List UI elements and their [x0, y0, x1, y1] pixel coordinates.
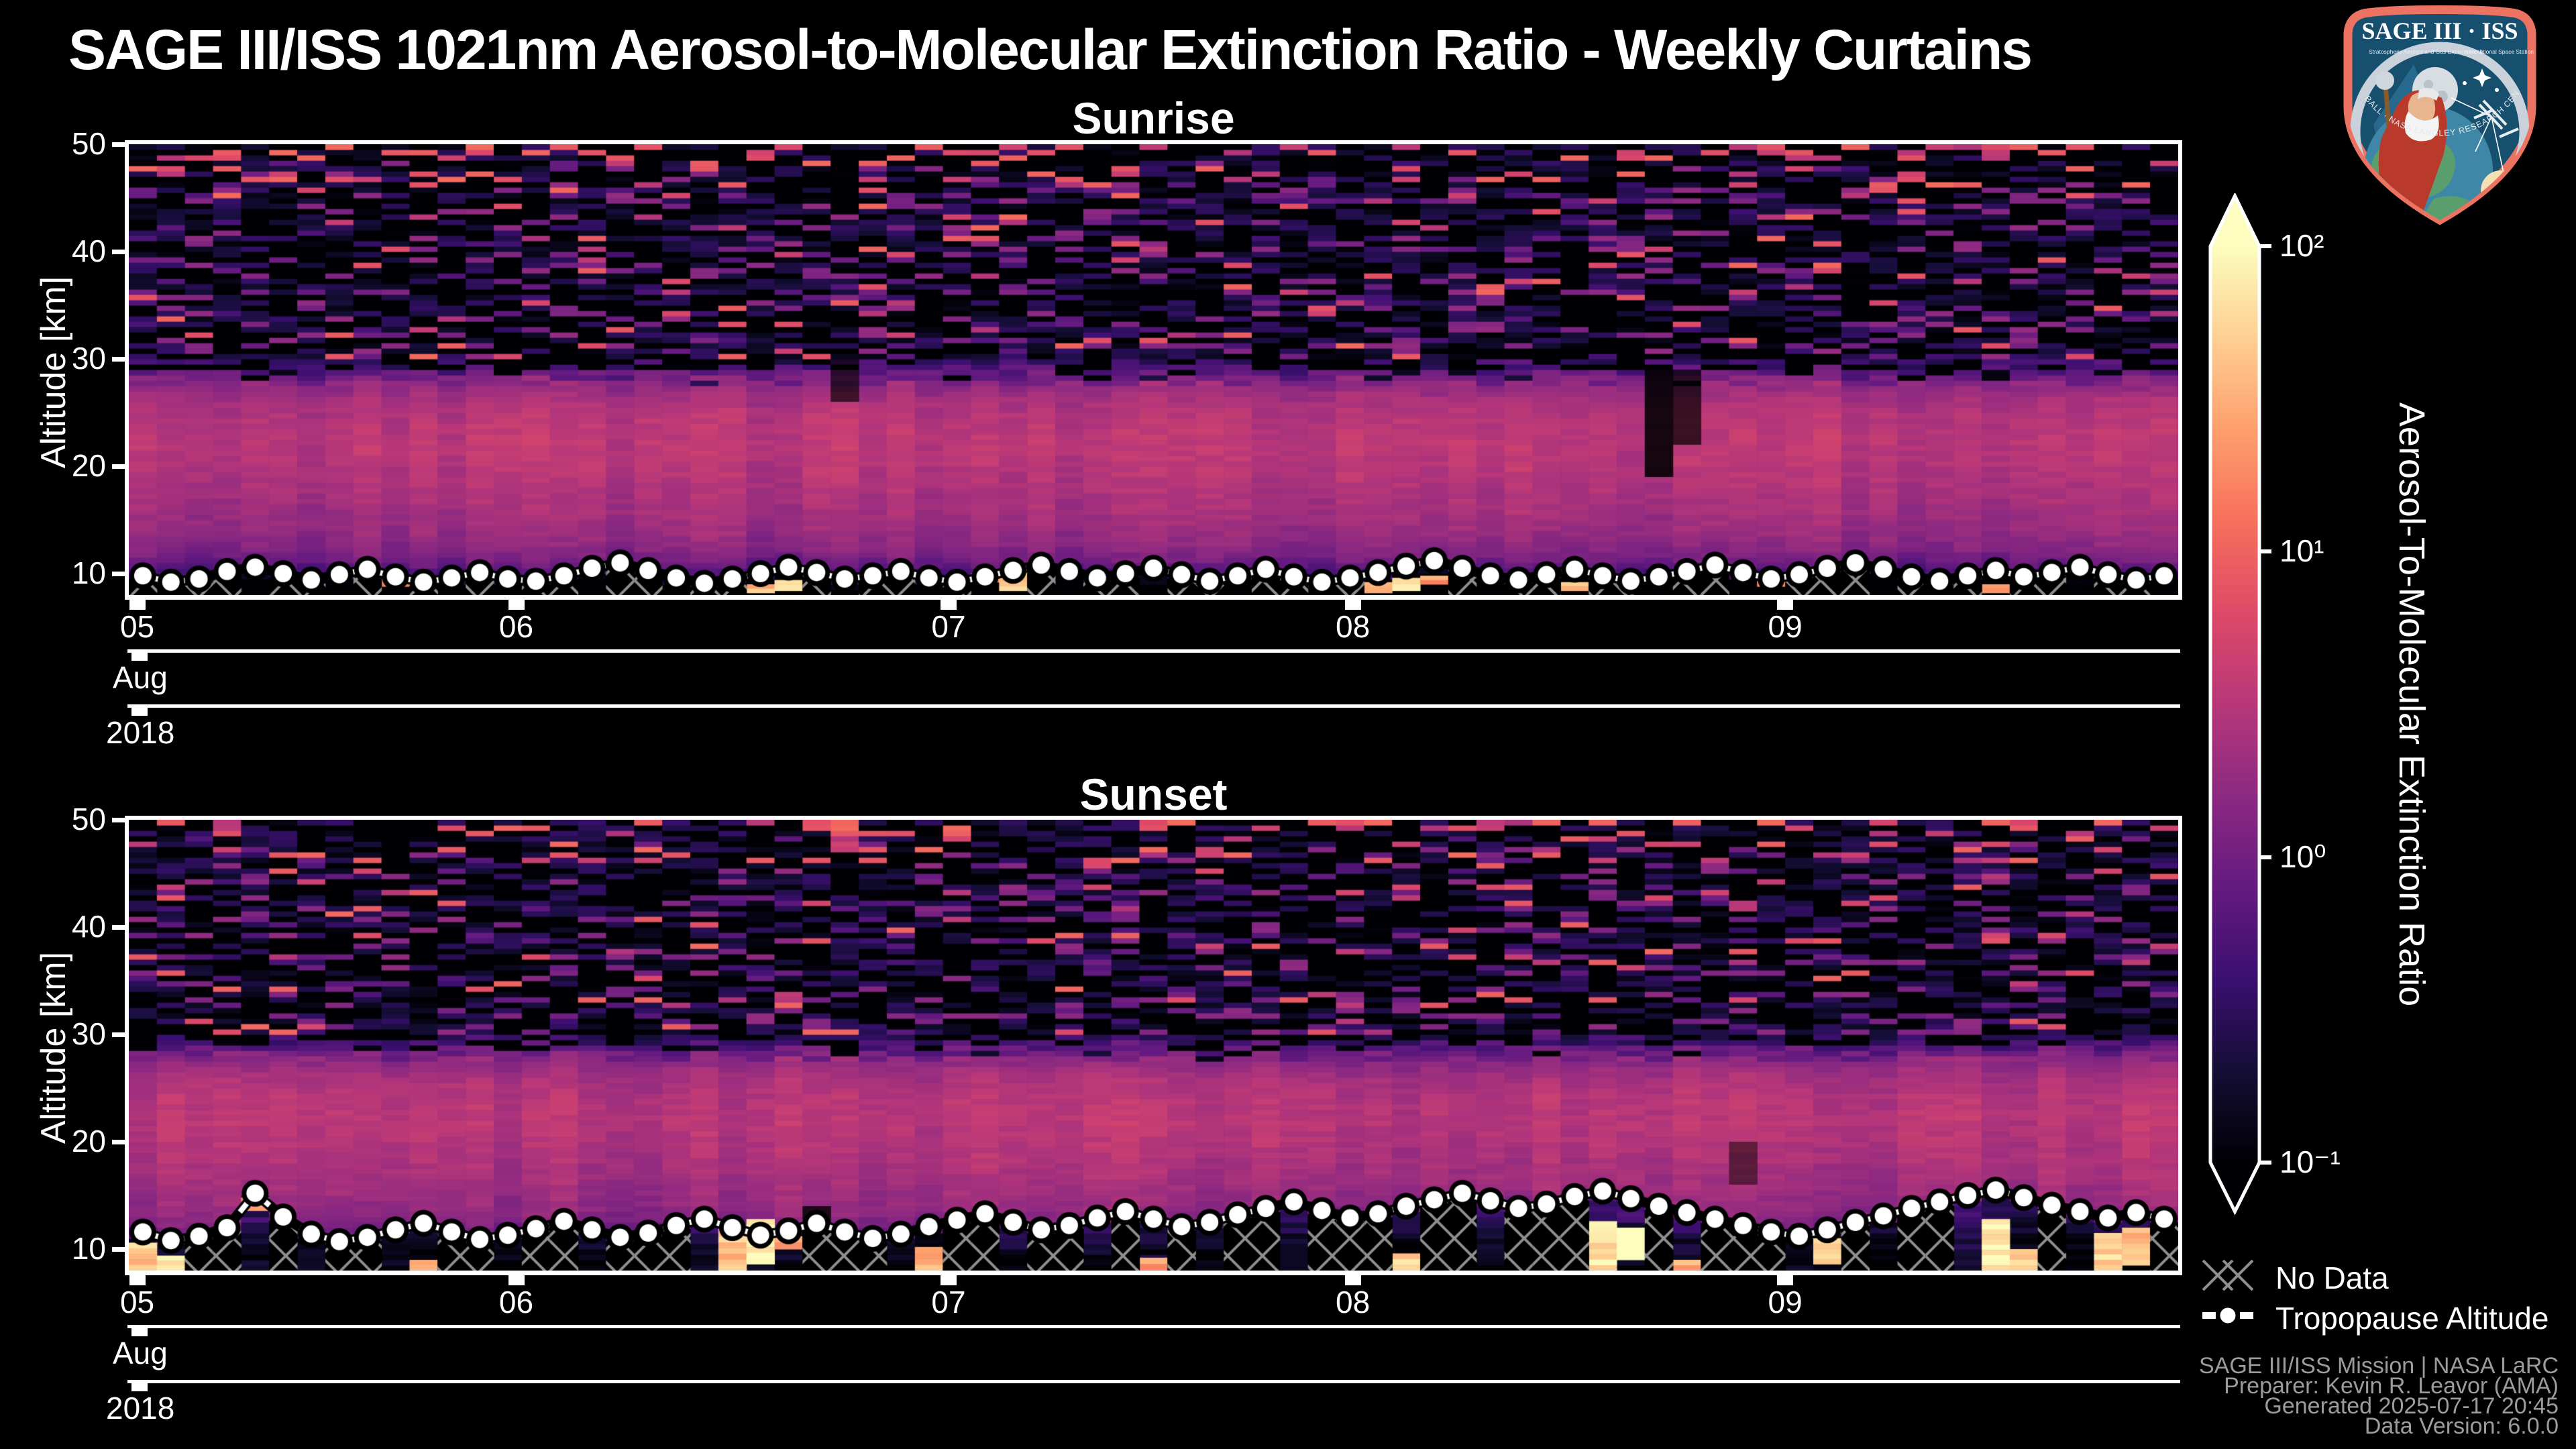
legend-tropopause-label: Tropopause Altitude [2275, 1301, 2549, 1336]
patch-subtitle-left: Stratospheric Aerosol and Gas Experiment… [2369, 48, 2483, 55]
plot-spine-top [125, 816, 2182, 820]
y-tick-label: 50 [71, 126, 106, 161]
tropopause-line-icon [2202, 1304, 2253, 1327]
colorbar-tick-mark [2259, 1161, 2271, 1165]
y-tick-label: 30 [71, 341, 106, 376]
year-label-sunrise: 2018 [106, 715, 175, 750]
year-axis-tick-sunrise [131, 706, 148, 716]
y-tick-mark [112, 925, 127, 930]
attribution-preparer: Preparer: Kevin R. Leavor (AMA) [2224, 1373, 2559, 1399]
year-label-sunset: 2018 [106, 1391, 175, 1426]
x-tick-label: 05 [119, 609, 155, 644]
x-tick-mark [129, 1275, 146, 1285]
x-tick-mark [941, 1275, 957, 1285]
x-tick-label: 06 [498, 1285, 534, 1320]
x-tick-label: 08 [1336, 609, 1371, 644]
colorbar-gradient-bar [2208, 193, 2261, 1216]
x-tick-mark [508, 1275, 525, 1285]
plot-spine-left [125, 144, 129, 595]
colorbar-tick-mark [2259, 549, 2271, 553]
colorbar-tick-label: 10² [2279, 228, 2324, 263]
sage-iss-patch-icon: SAGE III · ISS Stratospheric Aerosol and… [2330, 0, 2536, 225]
plot-spine-bottom [125, 595, 2182, 600]
attribution-generated: Generated 2025-07-17 20:45 [2264, 1393, 2559, 1419]
x-tick-label: 05 [119, 1285, 155, 1320]
y-tick-mark [112, 357, 127, 362]
y-tick-mark [112, 818, 127, 822]
plot-spine-bottom [125, 1271, 2182, 1275]
y-tick-label: 10 [71, 555, 106, 590]
y-tick-mark [112, 250, 127, 254]
y-tick-mark [112, 464, 127, 469]
no-data-hatch-icon [2202, 1260, 2253, 1291]
x-tick-mark [1777, 600, 1794, 610]
month-axis-tick-sunrise [131, 651, 148, 661]
y-tick-mark [112, 142, 127, 147]
mission-patch-logo: SAGE III · ISS Stratospheric Aerosol and… [2330, 0, 2546, 225]
sage-figure [2375, 71, 2447, 212]
x-tick-label: 06 [498, 609, 534, 644]
panel-title-sunrise: Sunrise [1072, 93, 1235, 143]
y-tick-label: 20 [71, 1124, 106, 1159]
year-axis-line-sunrise [127, 704, 2180, 708]
year-axis-tick-sunset [131, 1382, 148, 1391]
x-tick-mark [1344, 1275, 1361, 1285]
attribution-mission: SAGE III/ISS Mission | NASA LaRC [2198, 1353, 2559, 1379]
x-tick-mark [508, 600, 525, 610]
year-axis-line-sunset [127, 1380, 2180, 1383]
y-tick-mark [112, 1032, 127, 1037]
x-tick-mark [129, 600, 146, 610]
y-tick-label: 50 [71, 802, 106, 837]
y-tick-label: 40 [71, 909, 106, 944]
colorbar [2208, 193, 2261, 1216]
plot-spine-right [2178, 820, 2182, 1271]
x-tick-label: 07 [931, 609, 966, 644]
colorbar-tick-label: 10¹ [2279, 533, 2324, 568]
colorbar-tick-mark [2259, 244, 2271, 248]
legend-no-data-label: No Data [2275, 1260, 2389, 1295]
attribution-version: Data Version: 6.0.0 [2364, 1413, 2559, 1439]
x-tick-label: 08 [1336, 1285, 1371, 1320]
patch-subtitle-right: International Space Station [2465, 48, 2534, 55]
plot-spine-left [125, 820, 129, 1271]
y-tick-mark [112, 572, 127, 576]
colorbar-label: Aerosol-To-Molecular Extinction Ratio [2392, 402, 2432, 1007]
figure-title: SAGE III/ISS 1021nm Aerosol-to-Molecular… [68, 18, 2033, 81]
y-tick-mark [112, 1247, 127, 1252]
y-tick-label: 30 [71, 1016, 106, 1051]
month-axis-tick-sunset [131, 1327, 148, 1336]
month-axis-line-sunrise [127, 649, 2180, 653]
attribution-block: SAGE III/ISS Mission | NASA LaRC Prepare… [2198, 1353, 2559, 1439]
x-tick-label: 09 [1768, 609, 1803, 644]
plot-spine-right [2178, 144, 2182, 595]
panel-title-sunset: Sunset [1079, 769, 1228, 819]
month-axis-line-sunset [127, 1325, 2180, 1328]
month-label-sunset: Aug [113, 1336, 168, 1371]
plot-spine-top [125, 140, 2182, 144]
colorbar-tick-label: 10⁻¹ [2279, 1144, 2341, 1179]
patch-title: SAGE III · ISS [2361, 17, 2518, 44]
sunrise-heatmap [129, 144, 2178, 595]
y-tick-label: 40 [71, 233, 106, 268]
sunset-heatmap [129, 820, 2178, 1271]
colorbar-tick-mark [2259, 855, 2271, 859]
x-tick-mark [941, 600, 957, 610]
x-tick-label: 07 [931, 1285, 966, 1320]
month-label-sunrise: Aug [113, 660, 168, 695]
x-tick-mark [1344, 600, 1361, 610]
x-tick-mark [1777, 1275, 1794, 1285]
y-tick-label: 20 [71, 448, 106, 483]
y-tick-label: 10 [71, 1231, 106, 1266]
x-tick-label: 09 [1768, 1285, 1803, 1320]
colorbar-tick-label: 10⁰ [2279, 839, 2326, 874]
y-tick-mark [112, 1140, 127, 1144]
